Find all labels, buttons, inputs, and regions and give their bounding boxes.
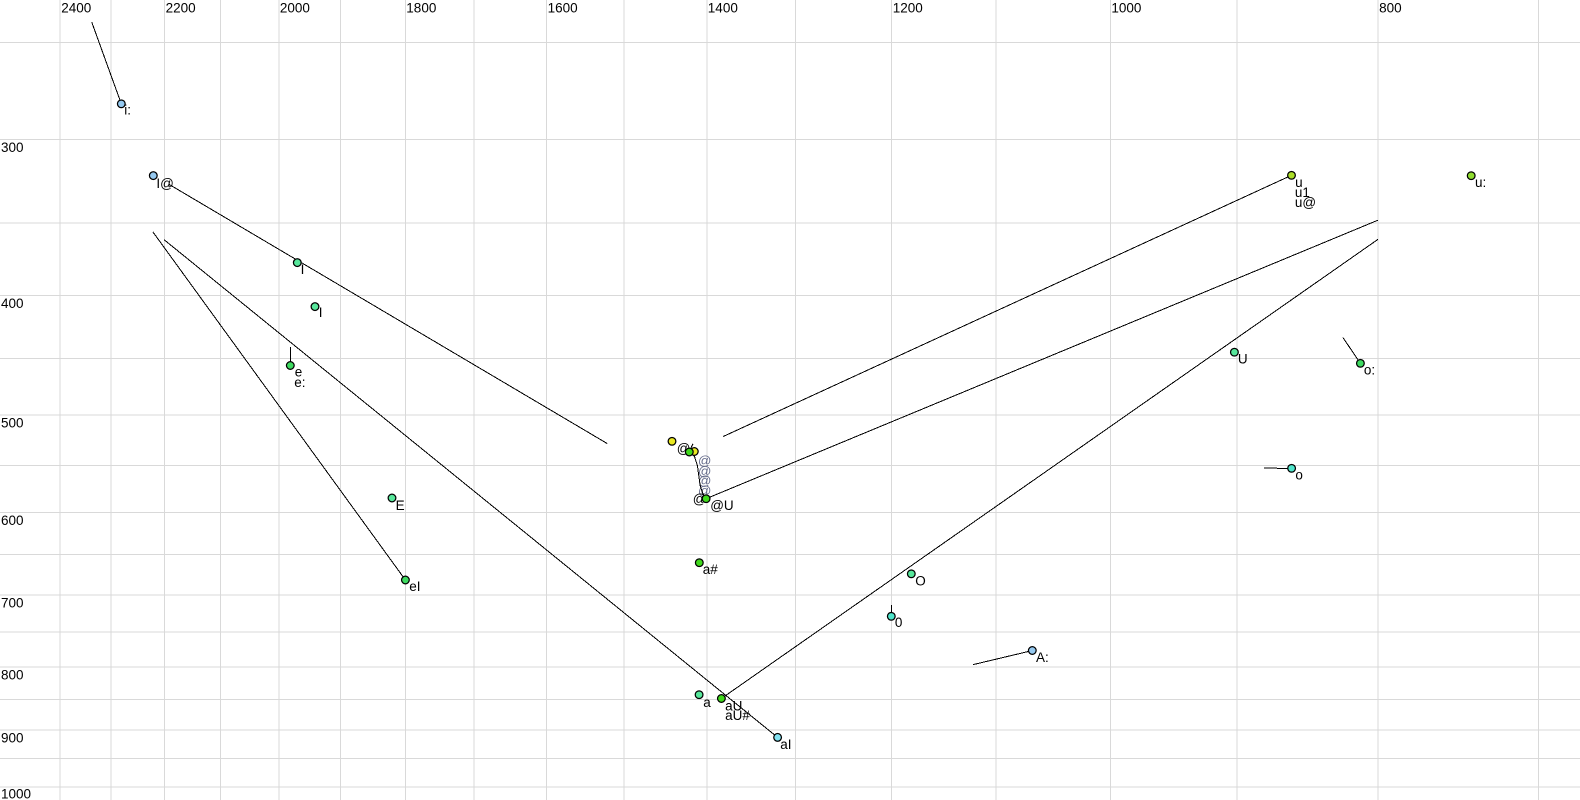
- svg-text:@: @: [698, 483, 711, 498]
- svg-text:800: 800: [1379, 0, 1402, 15]
- svg-text:2000: 2000: [280, 0, 310, 15]
- svg-text:2200: 2200: [166, 0, 196, 15]
- svg-text:u@: u@: [1295, 195, 1316, 210]
- svg-text:900: 900: [1, 731, 24, 746]
- svg-text:1400: 1400: [708, 0, 738, 15]
- svg-text:800: 800: [1, 668, 24, 683]
- svg-text:eI: eI: [409, 579, 420, 594]
- svg-text:1800: 1800: [406, 0, 436, 15]
- svg-text:300: 300: [1, 140, 24, 155]
- svg-text:o: o: [1295, 468, 1303, 483]
- svg-text:a#: a#: [703, 562, 719, 577]
- svg-text:1200: 1200: [893, 0, 923, 15]
- svg-text:a: a: [703, 695, 711, 710]
- svg-text:u1: u1: [1295, 185, 1310, 200]
- svg-text:700: 700: [1, 596, 24, 611]
- svg-text:@: @: [698, 453, 711, 468]
- svg-text:2400: 2400: [61, 0, 91, 15]
- svg-text:@U: @U: [710, 498, 733, 513]
- svg-text:I@: I@: [156, 176, 173, 191]
- svg-text:aU: aU: [725, 698, 742, 713]
- svg-text:600: 600: [1, 513, 24, 528]
- svg-text:@: @: [698, 473, 711, 488]
- svg-text:O: O: [915, 573, 926, 588]
- svg-text:aU#: aU#: [725, 708, 750, 723]
- svg-text:u:: u:: [1475, 175, 1486, 190]
- svg-text:aI: aI: [780, 737, 791, 752]
- svg-text:o:: o:: [1364, 363, 1375, 378]
- svg-text:i:: i:: [124, 102, 131, 117]
- svg-text:0: 0: [895, 615, 903, 630]
- svg-text:1000: 1000: [1111, 0, 1141, 15]
- svg-text:400: 400: [1, 296, 24, 311]
- svg-text:A:: A:: [1036, 650, 1049, 665]
- svg-text:e: e: [295, 365, 303, 380]
- svg-text:I: I: [301, 262, 305, 277]
- svg-text:@: @: [698, 463, 711, 478]
- svg-text:1000: 1000: [1, 786, 31, 800]
- svg-text:u: u: [1295, 175, 1303, 190]
- svg-text:1600: 1600: [548, 0, 578, 15]
- svg-text:U: U: [1238, 351, 1248, 366]
- svg-text:e:: e:: [294, 375, 305, 390]
- svg-text:I: I: [319, 305, 323, 320]
- svg-text:500: 500: [1, 416, 24, 431]
- svg-text:E: E: [396, 498, 405, 513]
